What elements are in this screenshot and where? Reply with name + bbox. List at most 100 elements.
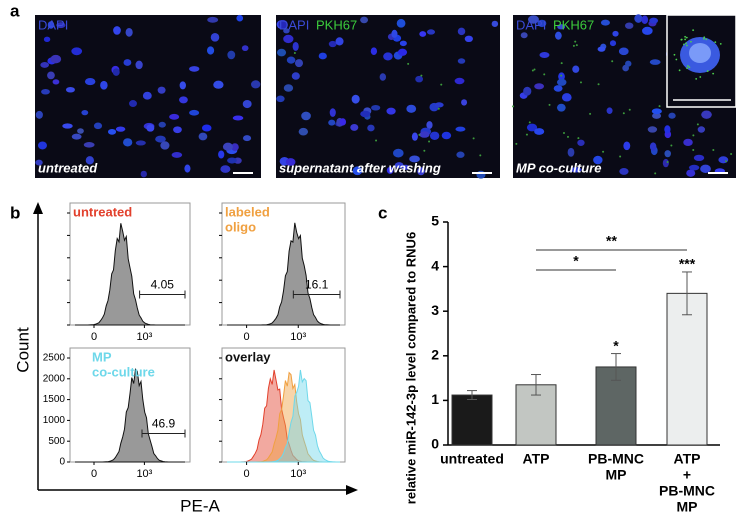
- gate-value: 4.05: [151, 278, 175, 292]
- nucleus: [397, 48, 408, 56]
- nucleus: [409, 155, 420, 163]
- arrow: [33, 202, 43, 214]
- nucleus: [520, 32, 528, 39]
- nucleus: [701, 110, 712, 119]
- nucleus: [62, 123, 73, 129]
- x-tick-label: 10³: [290, 331, 306, 343]
- nucleus: [370, 47, 378, 55]
- vesicle: [525, 133, 528, 136]
- nucleus: [35, 159, 43, 166]
- x-tick-label: 10³: [290, 468, 306, 480]
- vesicle: [692, 148, 695, 151]
- nucleus: [360, 16, 369, 24]
- nucleus: [83, 141, 95, 148]
- nucleus: [242, 99, 252, 109]
- nucleus: [84, 77, 96, 86]
- nucleus: [218, 150, 225, 159]
- nucleus: [526, 123, 538, 132]
- nucleus: [65, 86, 75, 93]
- nucleus: [419, 31, 427, 37]
- nucleus: [210, 32, 220, 42]
- nucleus: [318, 52, 327, 60]
- histogram-label: oligo: [225, 219, 256, 234]
- x-tick-label: untreated: [440, 451, 504, 467]
- x-tick-label: 10³: [136, 331, 152, 343]
- nucleus: [577, 139, 585, 146]
- y-tick-label: 3: [431, 302, 439, 318]
- nucleus: [77, 128, 84, 134]
- vesicle: [673, 53, 676, 56]
- stain-label: PKH67: [316, 17, 357, 32]
- significance: *: [573, 253, 579, 269]
- nucleus: [189, 109, 200, 116]
- nucleus: [179, 81, 186, 90]
- nucleus: [642, 26, 653, 35]
- nucleus: [572, 65, 580, 73]
- nucleus: [292, 41, 299, 51]
- nucleus: [123, 59, 132, 66]
- nucleus: [457, 27, 466, 36]
- nucleus: [367, 124, 375, 132]
- y-tick-label: 500: [48, 436, 65, 447]
- nucleus: [189, 66, 200, 72]
- nucleus: [157, 86, 166, 94]
- vesicle: [560, 74, 563, 77]
- vesicle: [528, 121, 531, 124]
- vesicle: [440, 83, 443, 86]
- y-tick-label: 1500: [43, 394, 66, 405]
- nucleus: [625, 22, 634, 29]
- nucleus: [619, 168, 629, 175]
- nucleus: [664, 125, 671, 134]
- nucleus: [242, 135, 252, 142]
- vesicle: [654, 172, 657, 175]
- nucleus: [107, 128, 117, 135]
- arrow: [346, 485, 358, 495]
- nucleus: [561, 93, 572, 102]
- nucleus: [386, 107, 396, 115]
- vesicle: [611, 60, 614, 63]
- nucleus: [278, 19, 288, 29]
- vesicle: [602, 150, 605, 153]
- histogram: [75, 223, 185, 326]
- nucleus: [294, 59, 303, 68]
- nucleus: [352, 166, 363, 176]
- image-caption: supernatant after washing: [279, 160, 441, 175]
- bar: [666, 292, 708, 446]
- nucleus: [198, 132, 208, 141]
- y-tick-label: 5: [431, 213, 439, 229]
- inset-cell: [689, 43, 711, 63]
- nucleus: [43, 36, 51, 43]
- vesicle: [423, 149, 426, 152]
- x-tick-label: 0: [244, 468, 250, 480]
- nucleus: [184, 164, 191, 173]
- vesicle: [678, 69, 681, 72]
- nucleus: [129, 100, 137, 108]
- vesicle: [293, 52, 296, 55]
- nucleus: [283, 84, 294, 92]
- histogram-label: overlay: [225, 349, 271, 364]
- nucleus: [298, 127, 309, 136]
- y-tick-label: 1: [431, 391, 439, 407]
- y-tick-label: 4: [431, 257, 439, 273]
- vesicle: [706, 70, 709, 72]
- nucleus: [394, 162, 404, 169]
- vesicle: [619, 155, 622, 158]
- panel-label: b: [10, 203, 20, 222]
- nucleus: [623, 141, 631, 151]
- vesicle: [589, 112, 592, 115]
- vesicle: [420, 74, 423, 77]
- vesicle: [533, 68, 536, 71]
- stain-label: DAPI: [38, 17, 68, 32]
- histogram-label: labeled: [225, 204, 270, 219]
- image-caption: untreated: [38, 160, 98, 175]
- nucleus: [140, 170, 147, 178]
- nucleus: [52, 79, 60, 85]
- nucleus: [47, 21, 55, 29]
- nucleus: [652, 112, 662, 119]
- nucleus: [597, 46, 606, 52]
- x-tick-label: PB-MNC: [659, 483, 715, 499]
- vesicle: [702, 37, 705, 40]
- nucleus: [93, 122, 103, 130]
- nucleus: [649, 17, 659, 24]
- nucleus: [47, 71, 55, 80]
